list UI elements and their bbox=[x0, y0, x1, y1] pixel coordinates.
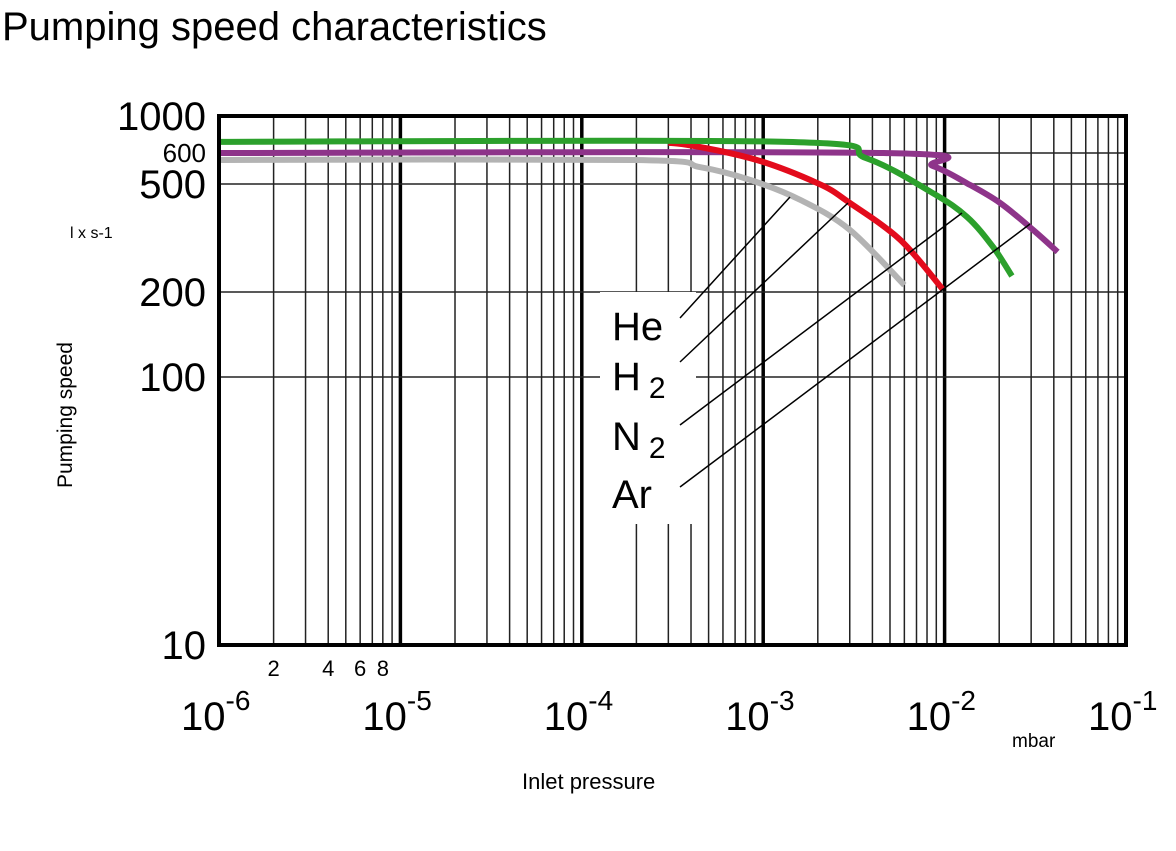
y-tick-label: 600 bbox=[163, 138, 206, 168]
curves bbox=[218, 137, 1060, 292]
x-tick-exponent: -1 bbox=[1133, 685, 1158, 716]
series-line-h2 bbox=[668, 139, 946, 292]
chart-title: Pumping speed characteristics bbox=[2, 5, 547, 49]
x-tick-label: 10-4 bbox=[544, 685, 613, 739]
x-tick-labels: 10-6 10-5 10-4 10-3 10-2 10-1 2 4 6 8 bbox=[181, 656, 1157, 739]
x-tick-exponent: -3 bbox=[770, 685, 795, 716]
x-minor-tick-label: 4 bbox=[322, 656, 334, 681]
x-tick-exponent: -6 bbox=[226, 685, 251, 716]
x-tick-label: 10-6 bbox=[181, 685, 250, 739]
y-tick-label: 200 bbox=[139, 271, 206, 315]
series-label: He bbox=[612, 305, 663, 349]
x-axis-label: Inlet pressure bbox=[522, 769, 655, 794]
y-tick-label: 1000 bbox=[117, 95, 206, 139]
series-label-subscript: 2 bbox=[649, 432, 666, 465]
x-tick-label: 10-1 bbox=[1088, 685, 1157, 739]
label-background bbox=[600, 292, 696, 524]
series-label-subscript: 2 bbox=[649, 372, 666, 405]
series-line-n2 bbox=[218, 137, 1015, 278]
x-tick-label: 10-5 bbox=[362, 685, 431, 739]
grid bbox=[219, 116, 1126, 645]
x-minor-tick-label: 2 bbox=[267, 656, 279, 681]
y-axis-label: Pumping speed bbox=[54, 342, 77, 488]
series-line-ar bbox=[218, 149, 1060, 255]
y-unit: l x s-1 bbox=[70, 225, 113, 242]
series-label: Ar bbox=[612, 473, 652, 517]
x-tick-label: 10-3 bbox=[725, 685, 794, 739]
leader-line bbox=[679, 202, 849, 363]
y-tick-label: 100 bbox=[139, 356, 206, 400]
x-tick-exponent: -5 bbox=[407, 685, 432, 716]
leader-line bbox=[679, 223, 1031, 488]
leader-line bbox=[679, 212, 963, 426]
x-minor-tick-label: 6 bbox=[354, 656, 366, 681]
x-tick-exponent: -2 bbox=[951, 685, 976, 716]
series-line-he bbox=[218, 156, 907, 288]
leader-line bbox=[679, 196, 791, 319]
x-unit: mbar bbox=[1012, 731, 1056, 752]
x-minor-tick-label: 8 bbox=[377, 656, 389, 681]
plot-frame bbox=[217, 114, 1128, 647]
y-tick-label: 500 bbox=[139, 163, 206, 207]
y-tick-label: 10 bbox=[162, 624, 207, 668]
x-tick-label: 10-2 bbox=[907, 685, 976, 739]
x-tick-exponent: -4 bbox=[588, 685, 613, 716]
